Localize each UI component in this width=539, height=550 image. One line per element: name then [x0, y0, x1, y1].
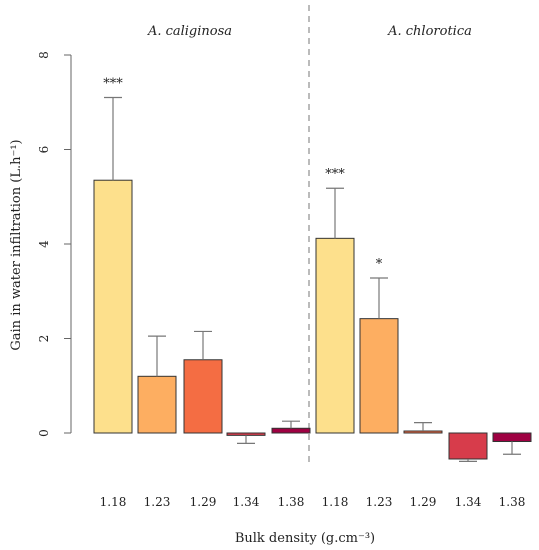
panel-title-left: A. caliginosa	[147, 24, 232, 39]
x-tick-label-1.34: 1.34	[455, 495, 482, 509]
x-tick-label-1.38: 1.38	[278, 495, 305, 509]
bar-chlorotica-1.23	[359, 318, 399, 434]
y-tick-label-4: 4	[37, 240, 51, 248]
significance-label: ***	[103, 77, 123, 92]
x-tick-label-1.34: 1.34	[233, 495, 260, 509]
x-tick-label-1.23: 1.23	[144, 495, 171, 509]
bar-chlorotica-1.29	[403, 430, 443, 434]
bar-chlorotica-1.38	[492, 432, 532, 443]
significance-label: *	[376, 257, 383, 272]
bar-chlorotica-1.34	[448, 432, 488, 460]
x-axis-label: Bulk density (g.cm⁻³)	[235, 531, 375, 546]
x-tick-label-1.29: 1.29	[190, 495, 217, 509]
bar-caliginosa-1.34	[226, 432, 266, 436]
x-tick-labels: 1.18 1.23 1.29 1.34 1.38 1.18 1.23 1.29 1.34 1.38	[100, 495, 526, 509]
significance-label: ***	[325, 167, 345, 182]
y-axis-label: Gain in water infiltration (L.h⁻¹)	[9, 139, 24, 350]
x-tick-label-1.38: 1.38	[499, 495, 526, 509]
bar-chlorotica-1.18	[315, 237, 355, 434]
y-tick-label-8: 8	[37, 51, 51, 59]
x-tick-label-1.23: 1.23	[366, 495, 393, 509]
bar-caliginosa-1.38	[271, 427, 311, 434]
x-tick-label-1.29: 1.29	[410, 495, 437, 509]
y-tick-label-2: 2	[37, 335, 51, 343]
bar-caliginosa-1.29	[183, 359, 223, 434]
panel-title-right: A. chlorotica	[387, 24, 472, 39]
y-tick-label-0: 0	[37, 429, 51, 437]
x-tick-label-1.18: 1.18	[322, 495, 349, 509]
bar-caliginosa-1.18	[93, 179, 133, 434]
x-tick-label-1.18: 1.18	[100, 495, 127, 509]
bars: *******	[93, 77, 532, 462]
y-ticks: 0 2 4 6 8	[37, 51, 71, 437]
y-tick-label-6: 6	[37, 146, 51, 154]
bar-caliginosa-1.23	[137, 375, 177, 434]
